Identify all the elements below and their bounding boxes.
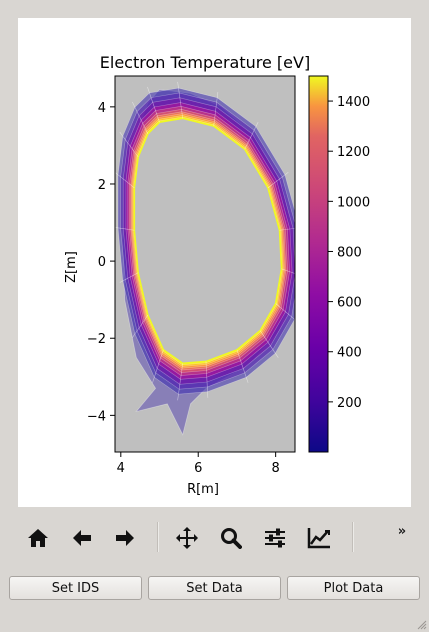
- mesh-line: [236, 349, 249, 383]
- mesh-line: [132, 314, 149, 338]
- y-tick-label: 4: [98, 101, 106, 116]
- colorbar: [308, 75, 329, 453]
- colorbar-tick-label: 1200: [337, 145, 370, 160]
- mesh-line: [213, 91, 219, 127]
- pan-icon[interactable]: [169, 520, 205, 556]
- mesh-line: [267, 171, 289, 189]
- axes-frame: [114, 75, 296, 453]
- mesh-line: [177, 81, 184, 119]
- home-icon[interactable]: [20, 520, 56, 556]
- mesh-line: [152, 349, 164, 383]
- back-icon[interactable]: [64, 520, 100, 556]
- colorbar-tick-label: 200: [337, 396, 362, 411]
- mesh-line: [281, 268, 295, 274]
- zoom-icon[interactable]: [213, 520, 249, 556]
- toolbar-separator: [157, 522, 159, 552]
- colorbar-tick-label: 800: [337, 245, 362, 260]
- x-tick-label: 8: [272, 461, 280, 476]
- core-region: [133, 117, 283, 365]
- colorbar-tick-label: 600: [337, 296, 362, 311]
- set-ids-button[interactable]: Set IDS: [9, 576, 142, 600]
- set-data-button[interactable]: Set Data: [148, 576, 281, 600]
- y-tick-label: −4: [87, 409, 106, 424]
- y-tick-label: −2: [87, 332, 106, 347]
- plot-data-button[interactable]: Plot Data: [287, 576, 420, 600]
- toolbar-separator: [352, 522, 354, 552]
- plot-canvas: Electron Temperature [eV] 4 6 8 −4 −2 0 2 4 R[…: [18, 18, 411, 507]
- resize-grip-icon[interactable]: [417, 620, 427, 630]
- forward-icon[interactable]: [107, 520, 143, 556]
- mesh-line: [132, 101, 149, 134]
- edit-axes-icon[interactable]: [301, 520, 337, 556]
- y-tick-label: 2: [98, 178, 106, 193]
- mesh-line: [119, 131, 139, 158]
- mesh-line: [115, 227, 135, 231]
- x-axis-label: R[m]: [187, 482, 219, 497]
- y-axis-label: Z[m]: [64, 251, 79, 283]
- configure-subplots-icon[interactable]: [257, 520, 293, 556]
- mesh-line: [244, 121, 259, 150]
- y-tick-label: 0: [98, 255, 106, 270]
- x-tick-label: 4: [117, 461, 125, 476]
- colorbar-tick-label: 1400: [337, 95, 370, 110]
- navigation-toolbar: »: [0, 516, 429, 560]
- mesh-line: [279, 228, 295, 231]
- colorbar-tick-label: 1000: [337, 195, 370, 210]
- mesh-line: [147, 86, 160, 123]
- colorbar-tick-label: 400: [337, 346, 362, 361]
- temperature-plot: Electron Temperature [eV] 4 6 8 −4 −2 0 2 4 R[…: [64, 53, 370, 497]
- x-tick-label: 6: [194, 461, 202, 476]
- mesh-line: [119, 272, 139, 283]
- mesh-line: [259, 330, 279, 358]
- toolbar-overflow-button[interactable]: »: [397, 524, 407, 539]
- chart-title: Electron Temperature [eV]: [100, 53, 310, 72]
- mesh-line: [205, 361, 209, 398]
- mesh-line: [177, 363, 184, 401]
- mesh-line: [115, 172, 135, 189]
